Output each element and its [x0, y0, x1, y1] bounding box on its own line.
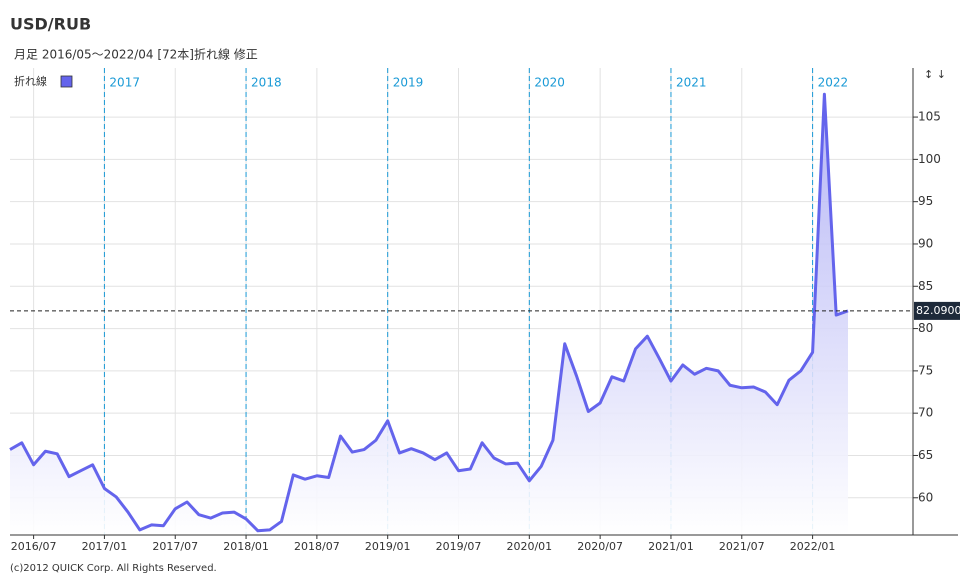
- year-marker-label: 2017: [109, 76, 140, 90]
- y-tick-label: 100: [918, 152, 941, 166]
- legend-label: 折れ線: [14, 74, 47, 88]
- x-tick-label: 2018/01: [223, 540, 269, 553]
- legend-swatch: [60, 75, 73, 88]
- x-tick-label: 2016/07: [11, 540, 57, 553]
- year-marker-label: 2018: [251, 76, 282, 90]
- x-tick-label: 2017/07: [152, 540, 198, 553]
- x-tick-label: 2021/01: [648, 540, 694, 553]
- area: [10, 94, 848, 536]
- footer: (c)2012 QUICK Corp. All Rights Reserved.: [10, 563, 217, 574]
- last-value-label: 82.0900: [916, 304, 962, 317]
- x-tick-label: 2018/07: [294, 540, 340, 553]
- x-tick-label: 2020/07: [577, 540, 623, 553]
- x-tick-label: 2020/01: [506, 540, 552, 553]
- y-tick-label: 105: [918, 110, 941, 124]
- year-marker-label: 2020: [534, 76, 565, 90]
- x-tick-label: 2017/01: [82, 540, 128, 553]
- axis-controls[interactable]: ↕ ↓: [924, 68, 946, 81]
- y-tick-label: 95: [918, 194, 933, 208]
- year-marker-label: 2021: [676, 76, 707, 90]
- line: [9, 92, 849, 533]
- y-tick-label: 65: [918, 448, 933, 462]
- x-tick-label: 2022/01: [790, 540, 836, 553]
- y-tick-label: 90: [918, 236, 933, 250]
- x-tick-label: 2019/01: [365, 540, 411, 553]
- last-value-box: [914, 301, 960, 320]
- y-tick-label: 75: [918, 363, 933, 377]
- y-tick-label: 85: [918, 279, 933, 293]
- y-tick-label: 80: [918, 321, 933, 335]
- year-marker-label: 2022: [818, 76, 849, 90]
- chart-subtitle: 月足 2016/05～2022/04 [72本]折れ線 修正: [14, 47, 258, 62]
- y-tick-label: 70: [918, 406, 933, 420]
- x-tick-label: 2021/07: [719, 540, 765, 553]
- y-tick-label: 60: [918, 490, 933, 504]
- chart-title: USD/RUB: [10, 15, 91, 34]
- x-tick-label: 2019/07: [436, 540, 482, 553]
- year-marker-label: 2019: [393, 76, 424, 90]
